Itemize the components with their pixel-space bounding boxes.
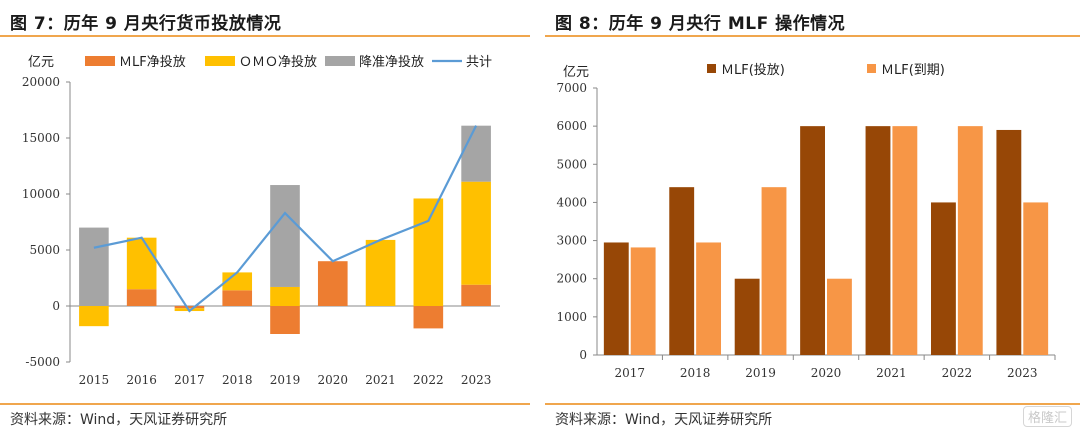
right-x-tick-label: 2023 [1007,366,1038,380]
left-x-tick-label: 2017 [174,373,205,387]
left-bar-mlf-2016 [126,289,157,306]
left-title-rule [0,35,530,37]
left-y-unit-label: 亿元 [28,55,54,70]
right-bar-due-2019 [761,187,787,355]
left-chart-svg: 亿元 -5000 0 5000 10000 15000 20000 2015 2016 2017 2… [22,54,500,387]
right-source-rule [545,403,1080,405]
left-bar-omo-2021 [365,239,396,306]
right-legend-label-1: ＭLF(到期) [881,63,945,78]
right-x-tick-label: 2017 [614,366,645,380]
left-bar-omo-2022 [413,198,444,306]
left-bar-mlf-2022 [413,306,444,329]
left-source-note: 资料来源：Wind，天风证券研究所 [10,412,228,428]
left-x-tick-label: 2015 [79,373,110,387]
left-chart-panel: 图 7：历年 9 月央行货币投放情况 亿元 -5000 0 5000 10000 1500… [0,0,530,434]
left-y-tick-label: 15000 [22,131,60,145]
right-y-tick-label: 7000 [556,81,587,95]
left-bar-rrr-2015 [79,227,109,306]
right-y-tick-label: 2000 [556,272,587,286]
left-bar-mlf-2018 [222,290,253,306]
right-chart-svg: 亿元 0 1000 2000 3000 4000 5000 6000 7000 2017 2018 2… [556,62,1056,380]
left-y-tick-label: 0 [52,299,60,313]
left-bar-mlf-2023 [461,284,491,306]
right-legend-swatch-0 [707,64,716,73]
left-y-tick-label: 5000 [29,243,60,257]
left-x-tick-label: 2021 [365,373,396,387]
right-source-note: 资料来源：Wind，天风证券研究所 [555,412,773,428]
right-bar-due-2022 [957,126,983,356]
left-x-tick-label: 2022 [413,373,444,387]
left-legend-label-2: 降准净投放 [359,54,424,70]
right-bar-put-2017 [603,242,629,355]
right-bar-put-2019 [734,278,760,355]
left-bar-omo-2016 [126,237,157,290]
right-bar-due-2020 [827,278,852,355]
left-legend-label-3: 共计 [466,55,492,70]
left-x-tick-label: 2023 [461,373,492,387]
right-x-tick-label: 2021 [876,366,907,380]
right-chart-panel: 图 8：历年 9 月央行 MLF 操作情况 亿元 0 1000 2000 3000 400… [545,0,1080,434]
right-y-tick-label: 6000 [556,119,587,133]
left-source-rule [0,403,530,405]
left-legend-label-0: ＭLF净投放 [119,54,186,70]
left-x-tick-label: 2019 [270,373,301,387]
right-bar-put-2022 [930,202,956,355]
left-x-tick-label: 2016 [126,373,157,387]
right-bar-put-2021 [865,126,891,356]
right-bar-put-2023 [996,129,1022,355]
left-chart-title: 图 7：历年 9 月央行货币投放情况 [10,14,282,34]
right-legend-label-0: ＭLF(投放) [721,62,785,78]
right-x-tick-label: 2019 [745,366,776,380]
left-y-tick-label: 20000 [22,75,60,89]
right-bar-due-2017 [630,247,656,355]
left-legend-swatch-2 [325,56,355,66]
right-x-tick-label: 2020 [811,366,842,380]
right-y-tick-label: 3000 [556,234,587,248]
right-y-unit-label: 亿元 [563,65,589,80]
right-bar-due-2018 [696,242,722,355]
left-bar-omo-2019 [270,286,300,306]
right-x-tick-label: 2018 [680,366,711,380]
right-title-rule [545,35,1080,37]
right-bar-due-2023 [1023,202,1049,355]
left-bar-rrr-2019 [270,185,300,287]
right-x-tick-label: 2022 [942,366,973,380]
left-y-tick-label: -5000 [25,355,60,369]
right-y-tick-label: 1000 [556,310,587,324]
right-y-tick-label: 4000 [556,195,587,209]
left-legend-swatch-0 [85,56,115,66]
left-bar-omo-2023 [461,181,491,285]
left-y-tick-label: 10000 [22,187,60,201]
right-chart-title: 图 8：历年 9 月央行 MLF 操作情况 [555,14,846,34]
left-bar-mlf-2020 [317,261,348,306]
left-bar-mlf-2017 [174,306,205,309]
left-legend-swatch-1 [205,56,235,66]
right-bar-put-2018 [669,187,695,355]
left-x-tick-label: 2018 [222,373,253,387]
right-legend-swatch-1 [867,64,876,73]
right-y-tick-label: 0 [579,348,587,362]
left-bar-mlf-2019 [270,306,300,334]
right-y-tick-label: 5000 [556,157,587,171]
left-x-tick-label: 2020 [318,373,349,387]
left-total-line [93,125,478,313]
right-bar-put-2020 [800,126,825,356]
left-legend-label-1: ＯＭＯ净投放 [239,54,317,70]
left-bar-omo-2015 [79,306,109,327]
right-bar-due-2021 [892,126,918,356]
left-bar-rrr-2023 [461,125,491,182]
left-bar-omo-2018 [222,272,253,291]
watermark-logo: 格隆汇 [1022,406,1072,427]
